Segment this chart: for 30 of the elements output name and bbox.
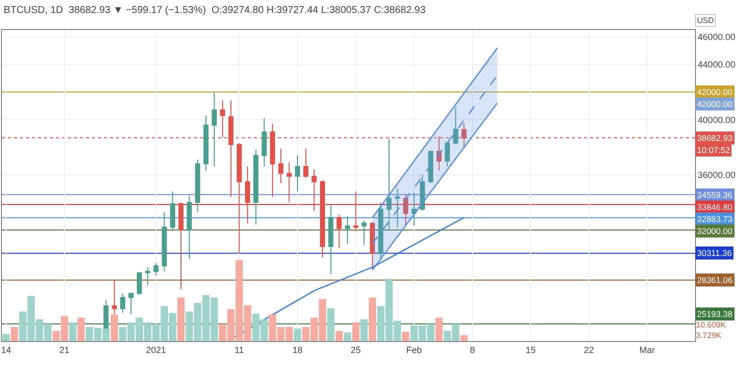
y-tick-label: 40000.00: [698, 114, 736, 125]
annotation: 42000.00: [697, 99, 733, 109]
x-tick-label: 25: [350, 344, 361, 355]
x-tick-label: Feb: [406, 344, 422, 355]
x-tick-label: 22: [584, 344, 594, 355]
x-tick-label: 21: [59, 344, 70, 355]
ref-line-label: 28361.06: [697, 275, 733, 285]
x-tick-label: 8: [470, 344, 475, 355]
ref-line-label: 32883.73: [697, 214, 733, 224]
y2-tick-label: 3.729K: [696, 331, 722, 340]
y-tick-label: 46000.00: [698, 32, 736, 42]
y-tick-label: 44000.00: [698, 60, 736, 70]
x-tick-label: 2021: [146, 344, 166, 355]
x-tick-label: 14: [1, 344, 12, 355]
x-tick-label: 18: [292, 344, 303, 355]
y-tick-label: 36000.00: [698, 170, 736, 180]
ref-line-label: 32000.00: [697, 226, 733, 236]
ref-line-label: 25193.38: [697, 309, 733, 319]
ref-line-label: 34559.36: [697, 190, 733, 200]
x-tick-label: Mar: [639, 344, 655, 355]
chart-title: BTCUSD, 1D 38682.93 ▼ −599.17 (−1.53%) O:39274.80 H:39727.44 L:38005.37 C:38682.93: [4, 5, 426, 16]
text: USD: [697, 16, 714, 25]
ref-line-label: 42000.00: [697, 87, 733, 97]
x-tick-label: 11: [234, 344, 244, 355]
x-tick-label: 15: [526, 344, 536, 355]
ref-line-label: 30311.36: [697, 248, 732, 258]
ref-line-label: 33846.80: [697, 202, 733, 212]
ref-line-label: 38682.93: [697, 133, 733, 143]
y2-tick-label: 10.609K: [696, 320, 726, 330]
text: 10:07:52: [697, 145, 730, 155]
